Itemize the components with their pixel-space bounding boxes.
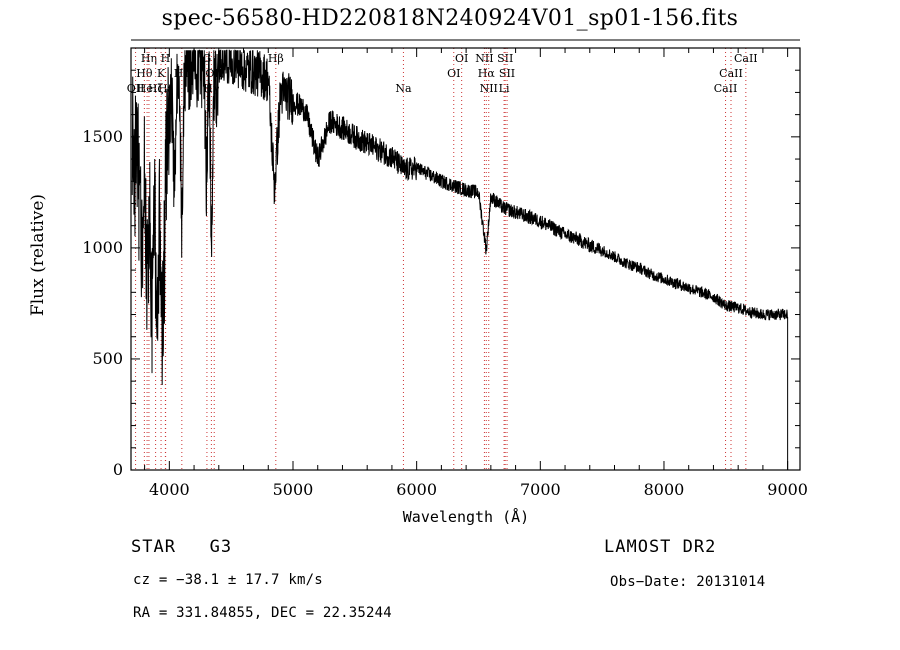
radial-velocity-text: cz = −38.1 ± 17.7 km/s [133,572,323,588]
plot-frame [130,47,801,471]
spectral-line-label: Hθ [136,67,153,80]
y-tick-label: 500 [92,348,123,368]
spectral-line-label: SII [498,67,516,80]
spectral-line-label: OI [447,67,461,80]
spectral-line-label: SII [497,52,514,65]
coordinates-text: RA = 331.84855, DEC = 22.35244 [133,605,392,621]
y-tick-label: 1500 [82,126,123,146]
x-tick-label: 7000 [519,480,561,499]
spectral-line-label: NII [475,52,494,65]
x-tick-label: 4000 [148,480,190,499]
spectral-line-label: H [160,52,171,65]
x-tick-label: 6000 [396,480,437,499]
spectral-line-label: Hα [477,67,495,80]
x-tick-label: 5000 [272,480,314,499]
spectrum-trace [131,49,789,470]
y-tick-label: 0 [112,460,123,479]
spectral-line-label: G [202,52,212,65]
spectral-class: G3 [209,537,233,557]
page-title: spec-56580-HD220818N240924V01_sp01-156.f… [161,6,739,31]
spectral-line-label: OI [454,52,469,65]
x-tick-label: 9000 [767,480,808,499]
spectral-line-label: Hβ [267,52,284,65]
spectral-line-label: Hη [140,52,158,65]
obs-date-text: Obs−Date: 20131014 [610,574,766,590]
spectral-line-label: CaII [733,52,758,65]
survey-label: LAMOST DR2 [604,537,717,557]
x-tick-label: 8000 [643,480,685,499]
object-type-label: STAR G3 [131,537,233,557]
x-axis-label: Wavelength (Å) [402,508,530,526]
y-tick-label: 1000 [82,237,123,257]
spectral-line-label: K [156,67,166,80]
